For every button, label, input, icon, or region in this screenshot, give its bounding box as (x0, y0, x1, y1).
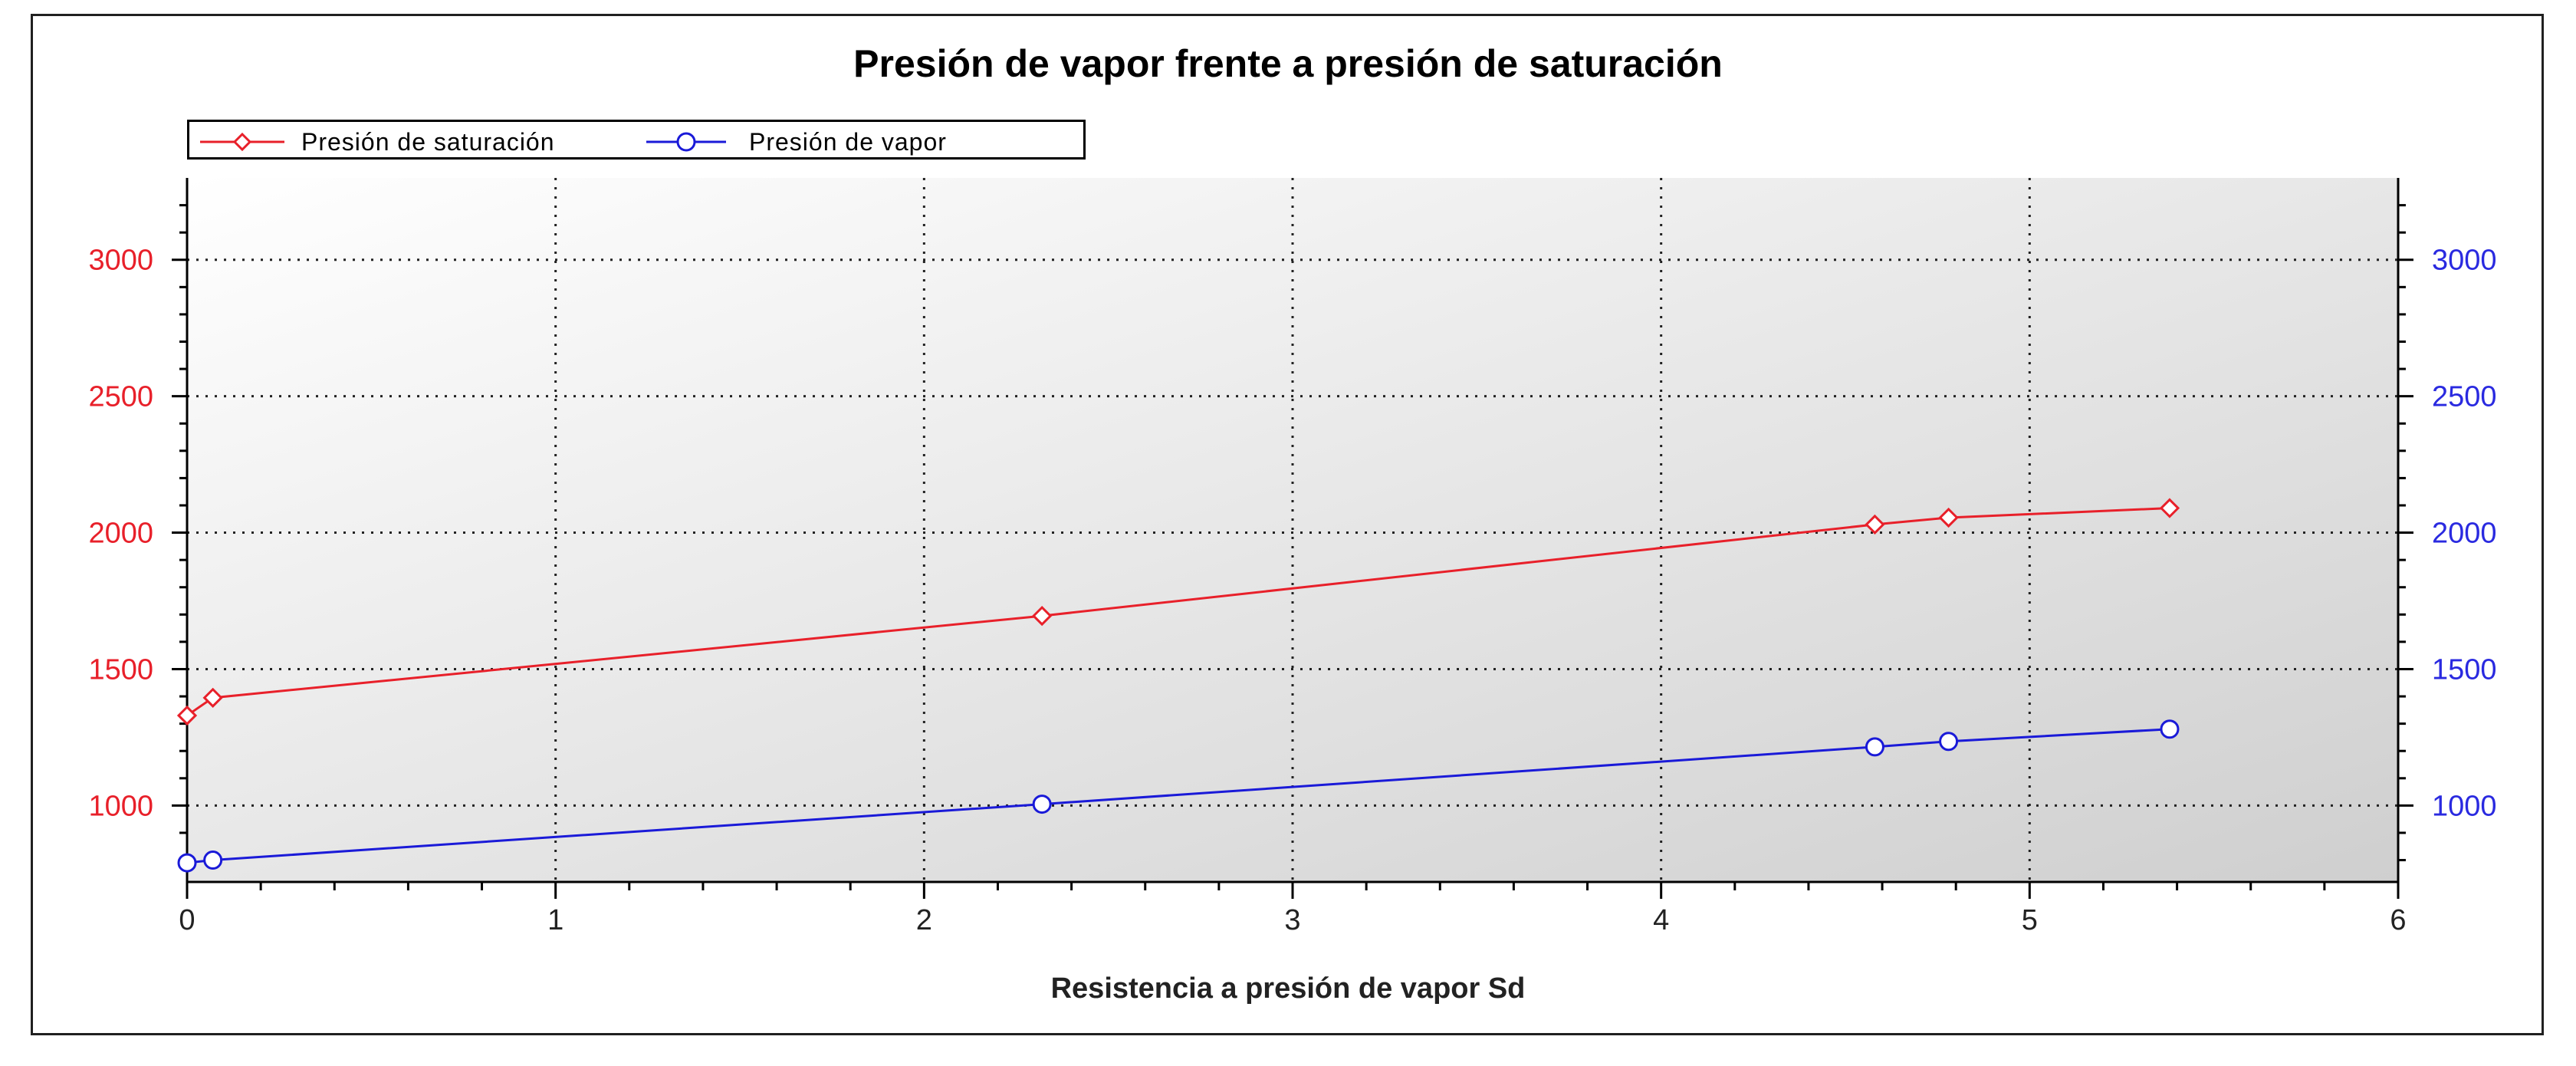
data-point-vapor (1032, 795, 1052, 814)
y-right-tick-label: 3000 (2432, 245, 2497, 277)
data-point-vapor (2160, 719, 2180, 739)
data-point-saturacion (1032, 605, 1053, 627)
x-tick-label: 6 (2390, 904, 2406, 936)
data-point-vapor (203, 850, 223, 870)
x-tick-label: 1 (547, 904, 564, 936)
data-point-vapor (1939, 732, 1959, 752)
y-left-tick-label: 2000 (88, 518, 153, 550)
y-right-tick-label: 1500 (2432, 653, 2497, 686)
data-point-saturacion (1938, 507, 1959, 528)
legend-label-saturacion: Presión de saturación (301, 128, 555, 156)
y-left-tick-label: 2500 (88, 381, 153, 413)
x-tick-label: 5 (2022, 904, 2038, 936)
data-point-vapor (177, 853, 197, 873)
data-point-saturacion (1865, 514, 1885, 535)
x-tick-label: 4 (1653, 904, 1669, 936)
y-left-tick-label: 1000 (88, 790, 153, 822)
x-tick-label: 2 (916, 904, 932, 936)
y-left-tick-label: 3000 (88, 245, 153, 277)
y-left-tick-label: 1500 (88, 653, 153, 686)
x-axis-label: Resistencia a presión de vapor Sd (1050, 972, 1526, 1005)
x-tick-label: 0 (179, 904, 195, 936)
data-point-vapor (1865, 737, 1884, 757)
chart-title: Presión de vapor frente a presión de sat… (853, 42, 1723, 85)
x-tick-label: 3 (1284, 904, 1300, 936)
y-right-tick-label: 2500 (2432, 381, 2497, 413)
data-point-saturacion (176, 705, 198, 726)
legend-marker-saturacion (232, 132, 252, 152)
legend-symbols (200, 132, 726, 152)
data-point-saturacion (202, 687, 223, 708)
legend: Presión de saturación Presión de vapor (187, 120, 1086, 160)
y-right-tick-label: 1000 (2432, 790, 2497, 822)
data-point-saturacion (2159, 498, 2180, 518)
y-right-tick-label: 2000 (2432, 518, 2497, 550)
legend-marker-vapor (676, 132, 696, 152)
legend-label-vapor: Presión de vapor (749, 128, 947, 156)
